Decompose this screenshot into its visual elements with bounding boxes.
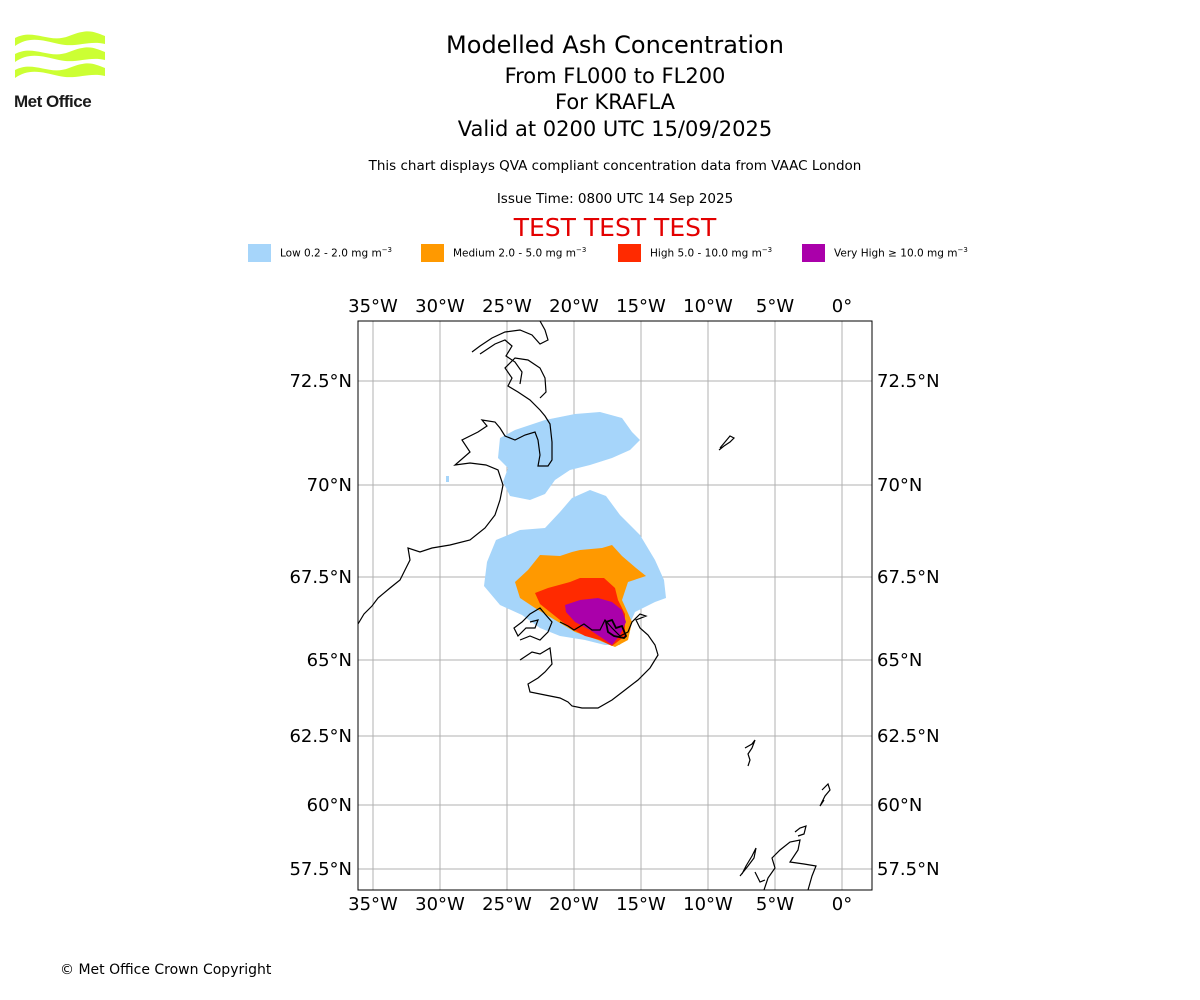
coastlines (358, 321, 831, 890)
lon-tick-label: 25°W (482, 296, 532, 317)
faroe-islands-coast (744, 739, 756, 767)
chart-description: This chart displays QVA compliant concen… (368, 158, 862, 174)
lon-tick-label: 5°W (756, 894, 794, 915)
lat-tick-label: 65°N (307, 650, 352, 671)
map-frame (357, 320, 873, 891)
lat-tick-label: 65°N (877, 650, 922, 671)
issue-time: Issue Time: 0800 UTC 14 Sep 2025 (496, 191, 734, 207)
shetland-coast (819, 782, 831, 807)
copyright: © Met Office Crown Copyright (60, 962, 272, 978)
met-office-logo: Met Office (14, 30, 109, 112)
lon-labels-top: 35°W 30°W 25°W 20°W 15°W 10°W 5°W 0° (348, 296, 852, 317)
lon-tick-label: 15°W (616, 296, 666, 317)
legend-label-high: High 5.0 - 10.0 mg m (650, 247, 762, 260)
legend-label-very-high: Very High ≥ 10.0 mg m (834, 247, 958, 260)
lon-tick-label: 30°W (415, 296, 465, 317)
lat-tick-label: 72.5°N (877, 371, 940, 392)
lat-tick-label: 57.5°N (877, 859, 940, 880)
lat-labels-right: 72.5°N 70°N 67.5°N 65°N 62.5°N 60°N 57.5… (877, 371, 940, 880)
scotland-coast (763, 839, 817, 890)
lat-tick-label: 62.5°N (289, 726, 352, 747)
chart-title: Modelled Ash Concentration (446, 31, 784, 59)
lon-tick-label: 0° (832, 296, 852, 317)
iceland-coast (513, 607, 659, 709)
lat-tick-label: 62.5°N (877, 726, 940, 747)
ash-speck (446, 476, 449, 482)
lat-tick-label: 70°N (877, 475, 922, 496)
lat-tick-label: 72.5°N (289, 371, 352, 392)
lon-tick-label: 25°W (482, 894, 532, 915)
ash-area-low (498, 412, 640, 500)
lon-tick-label: 20°W (549, 894, 599, 915)
met-office-waves-icon (15, 31, 105, 78)
legend-swatch-medium (421, 244, 444, 262)
legend-label-medium: Medium 2.0 - 5.0 mg m (453, 247, 576, 260)
lat-tick-label: 70°N (307, 475, 352, 496)
legend-swatch-low (248, 244, 271, 262)
logo-text: Met Office (14, 92, 92, 111)
legend-swatch-very-high (802, 244, 825, 262)
hebrides-coast (739, 847, 766, 883)
lon-tick-label: 15°W (616, 894, 666, 915)
lat-tick-label: 60°N (877, 795, 922, 816)
krafla-outline (604, 618, 628, 639)
volcano-name: For KRAFLA (555, 90, 675, 114)
lon-tick-label: 10°W (683, 894, 733, 915)
lat-tick-label: 67.5°N (289, 567, 352, 588)
lat-tick-label: 67.5°N (877, 567, 940, 588)
lon-tick-label: 10°W (683, 296, 733, 317)
legend-swatch-high (618, 244, 641, 262)
greenland-coast (358, 321, 553, 625)
flight-level-range: From FL000 to FL200 (504, 64, 726, 88)
greenland-inner-coast (479, 339, 523, 385)
lon-tick-label: 0° (832, 894, 852, 915)
lon-tick-label: 30°W (415, 894, 465, 915)
test-banner: TEST TEST TEST (513, 213, 717, 242)
lat-tick-label: 57.5°N (289, 859, 352, 880)
valid-time: Valid at 0200 UTC 15/09/2025 (457, 117, 773, 141)
lon-tick-label: 35°W (348, 296, 398, 317)
lon-labels-bottom: 35°W 30°W 25°W 20°W 15°W 10°W 5°W 0° (348, 894, 852, 915)
jan-mayen-coast (718, 435, 736, 451)
lat-labels-left: 72.5°N 70°N 67.5°N 65°N 62.5°N 60°N 57.5… (289, 371, 352, 880)
lon-tick-label: 35°W (348, 894, 398, 915)
lon-tick-label: 20°W (549, 296, 599, 317)
lon-tick-label: 5°W (756, 296, 794, 317)
lat-tick-label: 60°N (307, 795, 352, 816)
orkney-coast (794, 825, 807, 837)
legend-label-low: Low 0.2 - 2.0 mg m (280, 247, 382, 260)
